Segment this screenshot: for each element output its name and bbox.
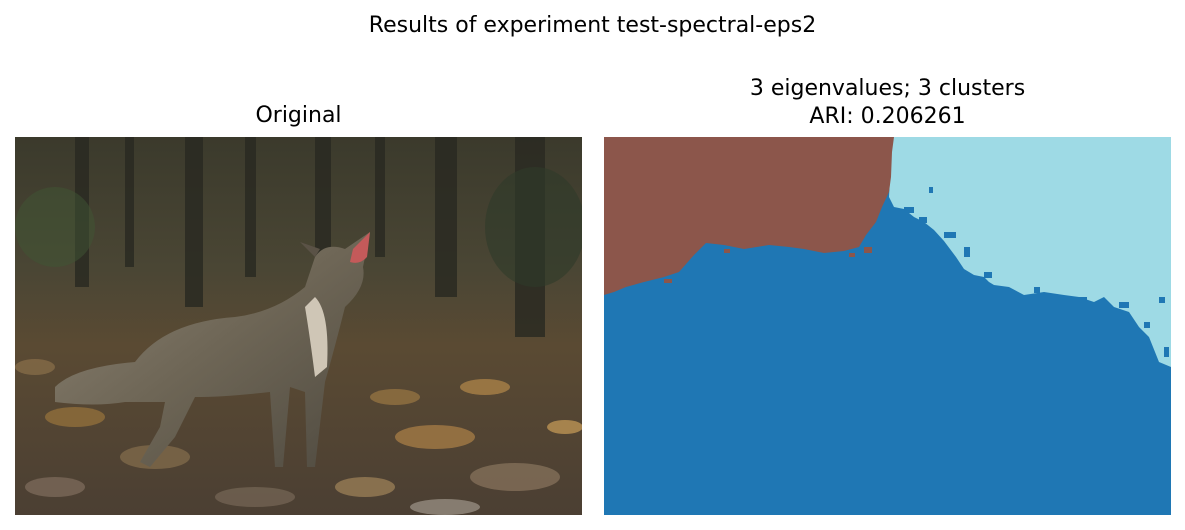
cluster-map [604,137,1171,515]
segmentation-title-line2: ARI: 0.206261 [809,104,966,129]
cluster-light-blue-region [889,137,1171,367]
coyote-photo [15,137,582,515]
segmentation-title: 3 eigenvalues; 3 clusters ARI: 0.206261 [604,75,1171,131]
segmentation-title-line1: 3 eigenvalues; 3 clusters [749,76,1026,101]
coyote-shape [55,232,370,467]
original-image-title: Original [255,103,342,128]
segmentation-map [604,137,1171,515]
boundary-speckles [904,187,1169,357]
figure-suptitle: Results of experiment test-spectral-eps2 [368,13,817,38]
cluster-brown-region [604,137,894,295]
brown-edge-speckles [664,247,872,283]
original-image [15,137,582,515]
